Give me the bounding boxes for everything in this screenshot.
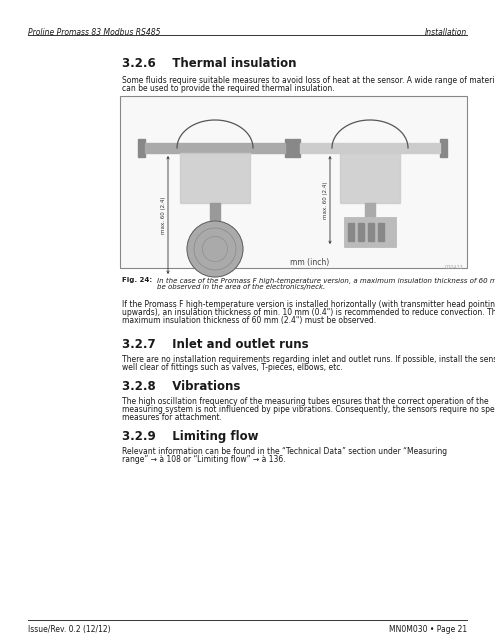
Text: 3.2.7    Inlet and outlet runs: 3.2.7 Inlet and outlet runs <box>122 338 308 351</box>
Text: Fig. 24:: Fig. 24: <box>122 277 152 283</box>
Bar <box>210 203 220 221</box>
Bar <box>344 217 396 247</box>
Text: max. 60 (2.4): max. 60 (2.4) <box>161 196 166 234</box>
Text: range” → à 108 or “Limiting flow” → à 136.: range” → à 108 or “Limiting flow” → à 13… <box>122 455 286 464</box>
Circle shape <box>187 221 243 277</box>
Bar <box>120 96 467 268</box>
Bar <box>138 139 145 157</box>
Text: mm (inch): mm (inch) <box>290 258 329 267</box>
Text: maximum insulation thickness of 60 mm (2.4") must be observed.: maximum insulation thickness of 60 mm (2… <box>122 316 376 325</box>
Text: can be used to provide the required thermal insulation.: can be used to provide the required ther… <box>122 84 335 93</box>
Bar <box>180 153 250 203</box>
Text: Relevant information can be found in the “Technical Data” section under “Measuri: Relevant information can be found in the… <box>122 447 447 456</box>
Text: The high oscillation frequency of the measuring tubes ensures that the correct o: The high oscillation frequency of the me… <box>122 397 489 406</box>
Text: measures for attachment.: measures for attachment. <box>122 413 222 422</box>
Text: 3.2.9    Limiting flow: 3.2.9 Limiting flow <box>122 430 258 443</box>
Text: Installation: Installation <box>425 28 467 37</box>
Bar <box>365 203 375 217</box>
Text: Proline Promass 83 Modbus RS485: Proline Promass 83 Modbus RS485 <box>28 28 160 37</box>
Text: If the Promass F high-temperature version is installed horizontally (with transm: If the Promass F high-temperature versio… <box>122 300 495 309</box>
Bar <box>440 139 447 157</box>
Bar <box>293 139 300 157</box>
Text: be observed in the area of the electronics/neck.: be observed in the area of the electroni… <box>157 284 325 290</box>
Text: 000423: 000423 <box>444 265 463 270</box>
Bar <box>368 223 374 241</box>
Bar <box>378 223 384 241</box>
Bar <box>300 143 440 153</box>
Text: 3.2.6    Thermal insulation: 3.2.6 Thermal insulation <box>122 57 297 70</box>
Bar <box>348 223 354 241</box>
Text: max. 60 (2.4): max. 60 (2.4) <box>323 181 328 219</box>
Text: well clear of fittings such as valves, T-pieces, elbows, etc.: well clear of fittings such as valves, T… <box>122 363 343 372</box>
Text: MN0M030 • Page 21: MN0M030 • Page 21 <box>389 625 467 634</box>
Text: There are no installation requirements regarding inlet and outlet runs. If possi: There are no installation requirements r… <box>122 355 495 364</box>
Text: measuring system is not influenced by pipe vibrations. Consequently, the sensors: measuring system is not influenced by pi… <box>122 405 495 414</box>
Text: Issue/Rev. 0.2 (12/12): Issue/Rev. 0.2 (12/12) <box>28 625 110 634</box>
Bar <box>145 143 285 153</box>
Text: upwards), an insulation thickness of min. 10 mm (0.4") is recommended to reduce : upwards), an insulation thickness of min… <box>122 308 495 317</box>
Bar <box>340 153 400 203</box>
Text: Some fluids require suitable measures to avoid loss of heat at the sensor. A wid: Some fluids require suitable measures to… <box>122 76 495 85</box>
Text: In the case of the Promass F high-temperature version, a maximum insulation thic: In the case of the Promass F high-temper… <box>157 277 495 284</box>
Bar <box>285 139 292 157</box>
Text: 3.2.8    Vibrations: 3.2.8 Vibrations <box>122 380 241 393</box>
Bar <box>358 223 364 241</box>
